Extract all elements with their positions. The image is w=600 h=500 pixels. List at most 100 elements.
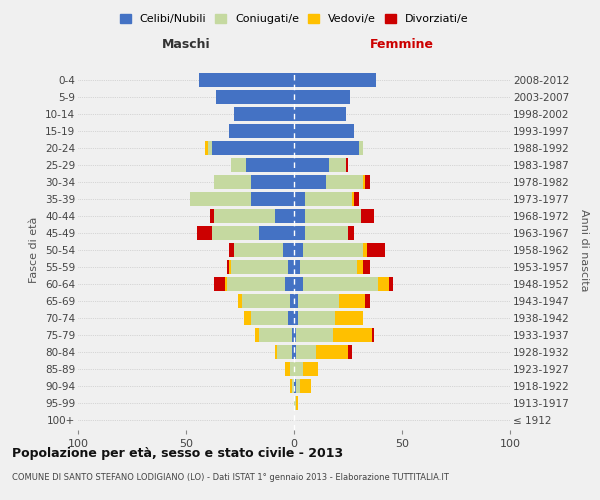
Bar: [294, 345, 296, 359]
Bar: [233, 107, 294, 121]
Bar: [238, 294, 242, 308]
Bar: [287, 311, 294, 325]
Bar: [298, 311, 335, 325]
Bar: [296, 345, 316, 359]
Bar: [305, 209, 361, 223]
Bar: [197, 226, 212, 240]
Bar: [352, 192, 355, 206]
Bar: [348, 345, 352, 359]
Text: Maschi: Maschi: [161, 38, 211, 52]
Bar: [294, 396, 296, 410]
Bar: [286, 362, 290, 376]
Bar: [292, 379, 294, 393]
Bar: [363, 175, 365, 189]
Bar: [359, 141, 363, 155]
Bar: [232, 260, 287, 274]
Bar: [251, 311, 287, 325]
Bar: [294, 73, 376, 87]
Bar: [363, 243, 367, 257]
Bar: [214, 209, 275, 223]
Bar: [302, 277, 378, 291]
Bar: [283, 243, 294, 257]
Bar: [259, 328, 292, 342]
Bar: [326, 175, 363, 189]
Bar: [378, 277, 389, 291]
Bar: [294, 294, 298, 308]
Bar: [348, 226, 355, 240]
Bar: [229, 260, 232, 274]
Bar: [305, 226, 348, 240]
Bar: [290, 362, 294, 376]
Bar: [244, 311, 251, 325]
Bar: [346, 158, 348, 172]
Bar: [229, 124, 294, 138]
Bar: [335, 311, 363, 325]
Bar: [316, 345, 348, 359]
Bar: [294, 243, 302, 257]
Bar: [275, 209, 294, 223]
Bar: [232, 158, 247, 172]
Bar: [292, 345, 294, 359]
Bar: [296, 379, 301, 393]
Bar: [361, 209, 374, 223]
Bar: [205, 141, 208, 155]
Bar: [259, 226, 294, 240]
Bar: [294, 277, 302, 291]
Bar: [363, 260, 370, 274]
Bar: [294, 209, 305, 223]
Bar: [214, 175, 251, 189]
Bar: [294, 141, 359, 155]
Bar: [329, 158, 346, 172]
Bar: [294, 90, 350, 104]
Bar: [212, 141, 294, 155]
Bar: [216, 90, 294, 104]
Bar: [290, 294, 294, 308]
Bar: [225, 277, 227, 291]
Bar: [227, 277, 286, 291]
Bar: [212, 226, 259, 240]
Bar: [242, 294, 290, 308]
Bar: [296, 396, 298, 410]
Y-axis label: Anni di nascita: Anni di nascita: [579, 209, 589, 291]
Bar: [294, 260, 301, 274]
Bar: [292, 328, 294, 342]
Bar: [199, 73, 294, 87]
Text: Popolazione per età, sesso e stato civile - 2013: Popolazione per età, sesso e stato civil…: [12, 448, 343, 460]
Bar: [210, 209, 214, 223]
Text: COMUNE DI SANTO STEFANO LODIGIANO (LO) - Dati ISTAT 1° gennaio 2013 - Elaborazio: COMUNE DI SANTO STEFANO LODIGIANO (LO) -…: [12, 472, 449, 482]
Bar: [255, 328, 259, 342]
Bar: [301, 379, 311, 393]
Bar: [294, 328, 296, 342]
Bar: [294, 362, 302, 376]
Bar: [275, 345, 277, 359]
Bar: [294, 175, 326, 189]
Bar: [287, 260, 294, 274]
Bar: [294, 192, 305, 206]
Bar: [372, 328, 374, 342]
Bar: [277, 345, 292, 359]
Bar: [389, 277, 394, 291]
Bar: [305, 192, 352, 206]
Bar: [294, 226, 305, 240]
Bar: [286, 277, 294, 291]
Bar: [247, 158, 294, 172]
Bar: [302, 362, 318, 376]
Bar: [302, 243, 363, 257]
Bar: [190, 192, 251, 206]
Text: Femmine: Femmine: [370, 38, 434, 52]
Bar: [251, 192, 294, 206]
Bar: [298, 294, 340, 308]
Bar: [367, 243, 385, 257]
Bar: [290, 379, 292, 393]
Bar: [208, 141, 212, 155]
Bar: [294, 311, 298, 325]
Bar: [365, 294, 370, 308]
Bar: [333, 328, 372, 342]
Bar: [294, 124, 355, 138]
Legend: Celibi/Nubili, Coniugati/e, Vedovi/e, Divorziati/e: Celibi/Nubili, Coniugati/e, Vedovi/e, Di…: [116, 10, 472, 28]
Bar: [227, 260, 229, 274]
Bar: [233, 243, 283, 257]
Bar: [229, 243, 233, 257]
Bar: [296, 328, 333, 342]
Bar: [365, 175, 370, 189]
